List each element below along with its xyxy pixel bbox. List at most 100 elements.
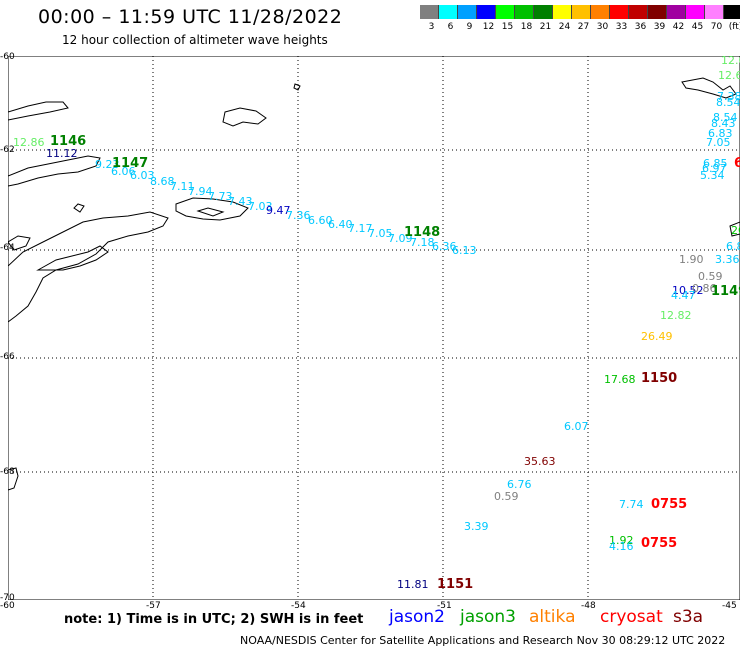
scale-swatch — [534, 5, 553, 19]
satellite-name: jason3 — [460, 607, 516, 627]
scale-swatch — [610, 5, 629, 19]
map-subtitle: 12 hour collection of altimeter wave hei… — [62, 33, 328, 47]
wave-height-value: 3.36 — [715, 253, 740, 266]
pass-time-label: 1147 — [112, 156, 149, 171]
longitude-label: -54 — [291, 601, 306, 611]
wave-height-value: 6.36 — [432, 240, 457, 253]
wave-height-value: 11.81 — [397, 578, 429, 591]
wave-height-value: 7.74 — [619, 498, 644, 511]
wave-height-value: 7.05 — [368, 227, 393, 240]
map-plot — [8, 56, 740, 600]
scale-swatch — [477, 5, 496, 19]
wave-height-value: 6.76 — [507, 478, 532, 491]
wave-height-value: 8.68 — [150, 175, 175, 188]
wave-height-value: 9.23 — [95, 158, 120, 171]
scale-label: 33 — [615, 22, 628, 32]
satellite-name: jason2 — [389, 607, 445, 627]
wave-height-value: 20 — [731, 224, 740, 237]
wave-height-value: 6.85 — [703, 157, 728, 170]
wave-height-value: 12.6 — [718, 69, 740, 82]
scale-label: 15 — [501, 22, 514, 32]
wave-height-value: 1.90 — [679, 253, 704, 266]
wave-height-value: 3.39 — [464, 520, 489, 533]
scale-swatch — [629, 5, 648, 19]
scale-label: 30 — [596, 22, 609, 32]
scale-swatch — [515, 5, 534, 19]
scale-swatch — [591, 5, 610, 19]
wave-height-value: 7.05 — [706, 136, 731, 149]
wave-height-value: 5.34 — [700, 169, 725, 182]
wave-height-value: 6.03 — [130, 169, 155, 182]
scale-label: 27 — [577, 22, 590, 32]
scale-label: 18 — [520, 22, 533, 32]
wave-height-value: 6.13 — [452, 244, 477, 257]
pass-time-label: 1146 — [50, 134, 87, 149]
wave-height-value: 6.06 — [111, 165, 136, 178]
wave-height-value: 11.12 — [46, 147, 78, 160]
scale-swatch — [458, 5, 477, 19]
wave-height-value: 7.09 — [388, 232, 413, 245]
longitude-label: -51 — [437, 601, 452, 611]
wave-height-value: 6.8 — [726, 240, 740, 253]
scale-label: 9 — [466, 22, 473, 32]
footer-credit: NOAA/NESDIS Center for Satellite Applica… — [240, 634, 726, 647]
pass-time-label: 1149 — [711, 284, 740, 299]
latitude-label: -66 — [0, 352, 15, 362]
wave-height-value: 17.68 — [604, 373, 636, 386]
map-title: 00:00 – 11:59 UTC 11/28/2022 — [38, 6, 343, 28]
latitude-label: -62 — [0, 145, 15, 155]
longitude-label: -45 — [722, 601, 737, 611]
wave-height-value: 8.54 — [713, 111, 738, 124]
wave-height-value: 7.43 — [228, 195, 253, 208]
latitude-label: -64 — [0, 243, 15, 253]
satellite-name: cryosat — [600, 607, 663, 627]
scale-label: 12 — [482, 22, 495, 32]
latitude-label: -60 — [0, 52, 15, 62]
wave-height-value: 12.0 — [721, 54, 740, 67]
scale-label: 6 — [447, 22, 454, 32]
latitude-label: -70 — [0, 593, 15, 603]
wave-height-value: 6.60 — [308, 214, 333, 227]
scale-swatch — [439, 5, 458, 19]
wave-height-value: 0.59 — [494, 490, 519, 503]
pass-time-label: 1150 — [641, 371, 678, 386]
scale-swatch — [686, 5, 705, 19]
scale-swatch — [648, 5, 667, 19]
scale-swatch — [705, 5, 724, 19]
scale-swatch — [553, 5, 572, 19]
satellite-name: altika — [529, 607, 576, 627]
pass-time-label: 0755 — [651, 497, 688, 512]
wave-height-value: 0.59 — [698, 270, 723, 283]
grid-lines — [8, 56, 740, 600]
wave-height-value: 0.86 — [692, 282, 717, 295]
scale-label: 21 — [539, 22, 552, 32]
scale-swatch — [667, 5, 686, 19]
wave-height-value: 7.38 — [717, 90, 740, 103]
pass-time-label: 1148 — [404, 225, 441, 240]
scale-swatch — [572, 5, 591, 19]
wave-height-value: 7.03 — [248, 200, 273, 213]
wave-height-value: 4.47 — [671, 289, 696, 302]
scale-label: 70 — [710, 22, 723, 32]
scale-swatch — [420, 5, 439, 19]
scale-label: 24 — [558, 22, 571, 32]
wave-height-value: 8.43 — [711, 117, 736, 130]
wave-height-value: 7.11 — [170, 180, 195, 193]
scale-label: 42 — [672, 22, 685, 32]
wave-height-value: 6.83 — [708, 127, 733, 140]
wave-height-value: 4.16 — [609, 540, 634, 553]
wave-height-value: 6.40 — [328, 218, 353, 231]
pass-time-label: 1151 — [437, 577, 474, 592]
pass-time-label: 0755 — [641, 536, 678, 551]
scale-swatch — [496, 5, 515, 19]
longitude-label: -48 — [581, 601, 596, 611]
wave-height-value: 7.94 — [188, 185, 213, 198]
scale-label: (ft) — [728, 22, 740, 32]
scale-label: 3 — [428, 22, 435, 32]
wave-height-value: 7.36 — [286, 209, 311, 222]
scale-label: 39 — [653, 22, 666, 32]
wave-height-value: 12.86 — [13, 136, 45, 149]
latitude-label: -68 — [0, 467, 15, 477]
wave-height-value: 12.82 — [660, 309, 692, 322]
wave-height-value: 9.47 — [266, 204, 291, 217]
